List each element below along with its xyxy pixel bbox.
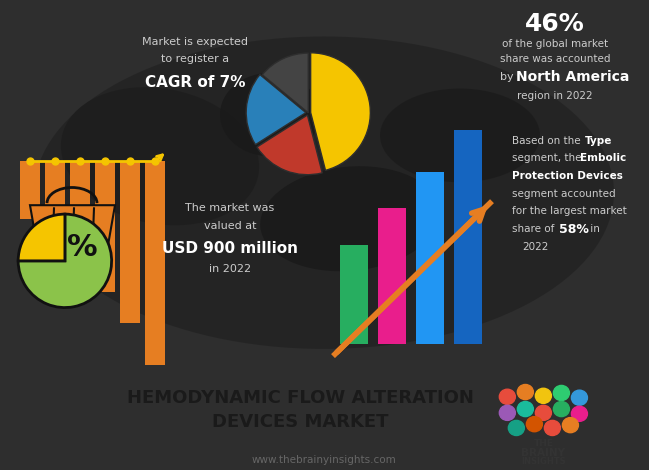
Text: region in 2022: region in 2022 — [517, 91, 593, 101]
Circle shape — [554, 401, 569, 416]
Wedge shape — [257, 115, 323, 175]
Circle shape — [499, 405, 515, 420]
Text: North America: North America — [516, 70, 630, 84]
Text: of the global market: of the global market — [502, 39, 608, 49]
Bar — [45, 162, 65, 240]
Wedge shape — [262, 53, 308, 113]
Circle shape — [571, 390, 587, 405]
Text: DEVICES MARKET: DEVICES MARKET — [212, 413, 388, 431]
Text: to register a: to register a — [161, 55, 229, 64]
Bar — [120, 162, 140, 323]
Bar — [20, 162, 40, 219]
Text: 46%: 46% — [525, 12, 585, 36]
Circle shape — [526, 416, 543, 432]
Bar — [70, 162, 90, 266]
Bar — [145, 162, 165, 365]
Bar — [95, 162, 115, 292]
Text: in: in — [587, 224, 600, 234]
Text: share of: share of — [512, 224, 557, 234]
Circle shape — [535, 388, 552, 403]
Text: Market is expected: Market is expected — [142, 37, 248, 47]
Text: share was accounted: share was accounted — [500, 55, 610, 64]
Text: The market was: The market was — [186, 204, 275, 213]
Text: HEMODYNAMIC FLOW ALTERATION: HEMODYNAMIC FLOW ALTERATION — [127, 389, 473, 407]
Ellipse shape — [34, 37, 614, 349]
Text: INSIGHTS: INSIGHTS — [521, 457, 566, 467]
Bar — [454, 130, 482, 344]
Text: USD 900 million: USD 900 million — [162, 242, 298, 257]
Ellipse shape — [61, 87, 259, 225]
Wedge shape — [311, 53, 371, 170]
Circle shape — [545, 420, 560, 436]
Text: segment accounted: segment accounted — [512, 189, 616, 199]
Text: www.thebrainyinsights.com: www.thebrainyinsights.com — [252, 455, 397, 465]
Bar — [378, 208, 406, 344]
Circle shape — [571, 406, 587, 421]
Text: %: % — [67, 233, 98, 262]
Wedge shape — [18, 214, 112, 307]
Circle shape — [508, 420, 524, 436]
Circle shape — [517, 384, 533, 400]
Circle shape — [535, 405, 552, 420]
Ellipse shape — [260, 166, 440, 271]
Text: in 2022: in 2022 — [209, 264, 251, 274]
Text: BRAINY: BRAINY — [521, 447, 565, 457]
Text: 58%: 58% — [559, 223, 589, 235]
Text: by: by — [500, 72, 517, 82]
Circle shape — [563, 417, 578, 433]
Circle shape — [554, 385, 569, 400]
Ellipse shape — [220, 73, 320, 156]
Text: Protection Devices: Protection Devices — [512, 171, 623, 181]
Circle shape — [499, 389, 515, 404]
Text: THE: THE — [533, 439, 554, 447]
Text: valued at: valued at — [204, 221, 256, 231]
Text: Type: Type — [585, 136, 613, 146]
Text: Based on the: Based on the — [512, 136, 584, 146]
Text: for the largest market: for the largest market — [512, 206, 627, 217]
Bar — [416, 172, 444, 344]
Wedge shape — [18, 214, 65, 261]
Wedge shape — [246, 75, 306, 145]
Ellipse shape — [380, 88, 540, 182]
Text: segment, the: segment, the — [512, 153, 585, 164]
Circle shape — [517, 401, 533, 416]
Polygon shape — [30, 205, 115, 262]
Text: CAGR of 7%: CAGR of 7% — [145, 75, 245, 90]
Text: Embolic: Embolic — [580, 153, 626, 164]
Text: 2022: 2022 — [522, 242, 548, 252]
Bar — [340, 245, 368, 344]
